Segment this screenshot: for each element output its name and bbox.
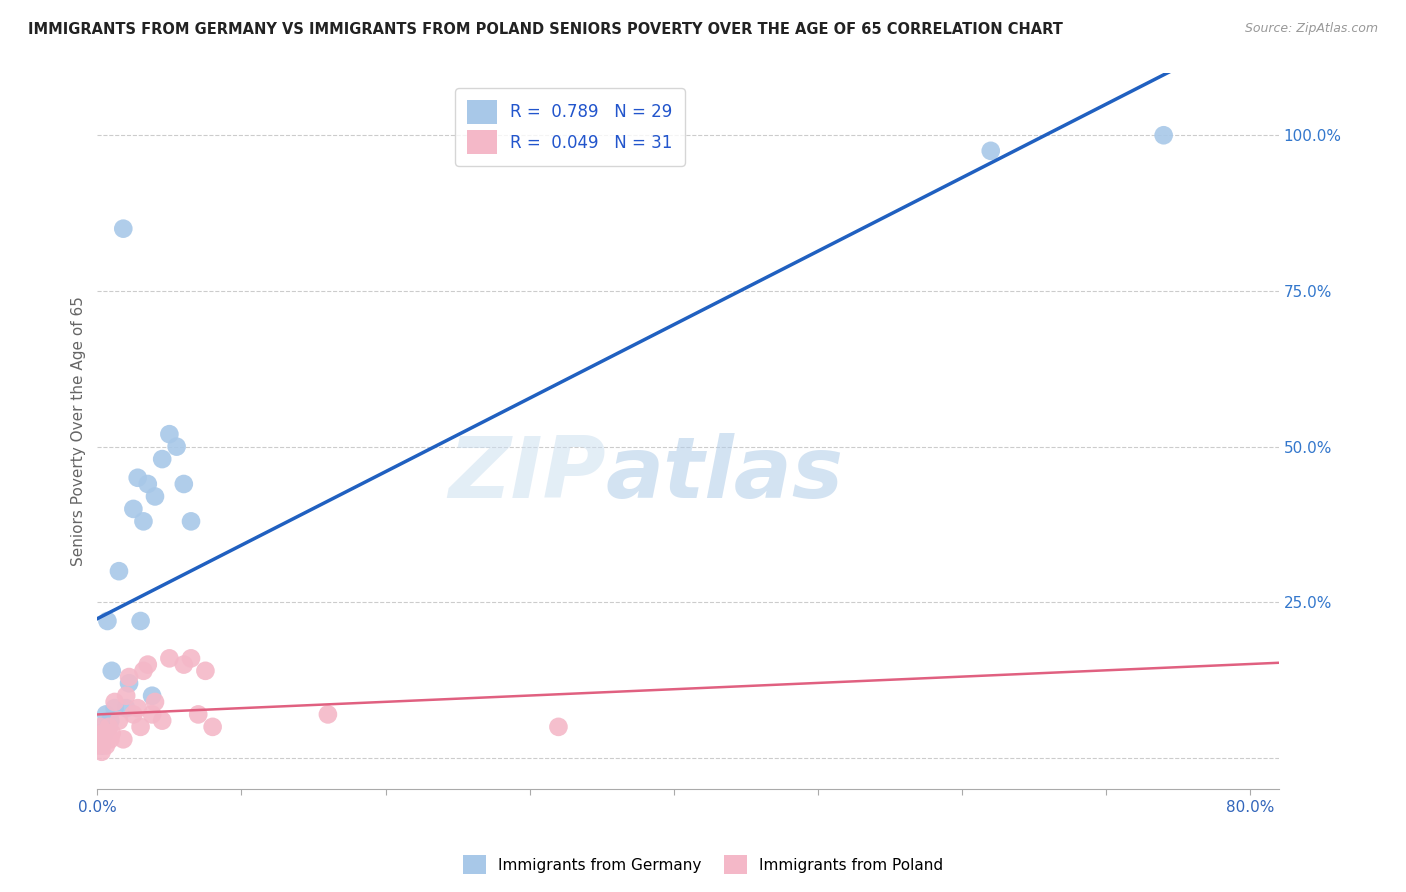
Point [97, 720, 120, 734]
Point [87, 732, 110, 747]
Point [157, 427, 180, 442]
Point [127, 701, 149, 715]
Point [118, 676, 141, 690]
Point [316, 707, 339, 722]
Point [122, 502, 145, 516]
Point [132, 514, 155, 528]
Point [96, 614, 118, 628]
Point [201, 720, 224, 734]
Point [127, 471, 149, 485]
Point [166, 440, 188, 454]
Point [173, 477, 195, 491]
Point [93, 726, 115, 740]
Point [1153, 128, 1175, 143]
Point [94, 707, 117, 722]
Legend: R =  0.789   N = 29, R =  0.049   N = 31: R = 0.789 N = 29, R = 0.049 N = 31 [456, 88, 685, 166]
Point [90, 739, 112, 753]
Point [98, 732, 121, 747]
Point [91, 726, 114, 740]
Point [104, 701, 127, 715]
Point [141, 689, 163, 703]
Point [91, 720, 114, 734]
Point [112, 732, 135, 747]
Point [150, 714, 173, 728]
Point [90, 745, 112, 759]
Point [96, 726, 118, 740]
Point [94, 739, 117, 753]
Point [93, 732, 115, 747]
Point [157, 651, 180, 665]
Point [143, 695, 166, 709]
Point [104, 695, 127, 709]
Point [132, 664, 155, 678]
Point [118, 670, 141, 684]
Point [100, 664, 122, 678]
Point [136, 657, 159, 672]
Point [136, 477, 159, 491]
Point [547, 720, 569, 734]
Point [129, 720, 152, 734]
Point [122, 707, 145, 722]
Text: Source: ZipAtlas.com: Source: ZipAtlas.com [1244, 22, 1378, 36]
Point [89, 726, 111, 740]
Point [141, 707, 163, 722]
Point [87, 739, 110, 753]
Point [100, 726, 122, 740]
Point [112, 221, 135, 235]
Point [180, 514, 202, 528]
Point [89, 720, 111, 734]
Legend: Immigrants from Germany, Immigrants from Poland: Immigrants from Germany, Immigrants from… [457, 849, 949, 880]
Point [129, 614, 152, 628]
Point [97, 720, 120, 734]
Point [98, 714, 121, 728]
Point [108, 714, 131, 728]
Point [143, 490, 166, 504]
Text: IMMIGRANTS FROM GERMANY VS IMMIGRANTS FROM POLAND SENIORS POVERTY OVER THE AGE O: IMMIGRANTS FROM GERMANY VS IMMIGRANTS FR… [28, 22, 1063, 37]
Point [173, 657, 195, 672]
Point [180, 651, 202, 665]
Point [115, 689, 138, 703]
Point [980, 144, 1002, 158]
Point [187, 707, 209, 722]
Text: atlas: atlas [606, 433, 844, 516]
Point [108, 564, 131, 578]
Text: ZIP: ZIP [447, 433, 606, 516]
Point [194, 664, 217, 678]
Y-axis label: Seniors Poverty Over the Age of 65: Seniors Poverty Over the Age of 65 [72, 296, 86, 566]
Point [115, 701, 138, 715]
Point [150, 452, 173, 467]
